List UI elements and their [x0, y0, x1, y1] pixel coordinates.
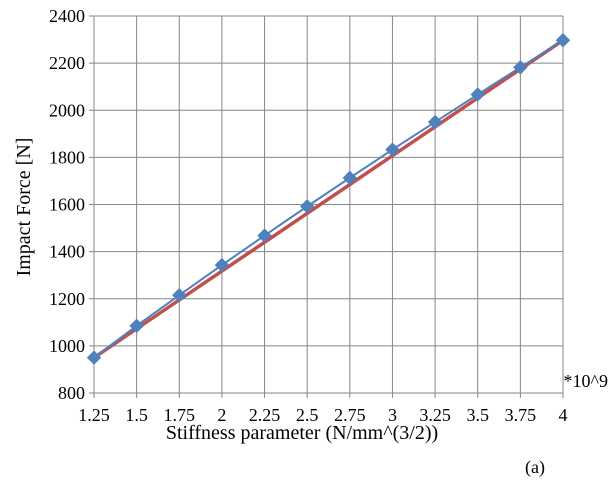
panel-label: (a): [525, 457, 545, 478]
data-point: [86, 350, 102, 365]
y-tick-label: 2200: [49, 53, 85, 73]
y-tick-label: 1000: [49, 336, 85, 356]
data-point: [385, 142, 400, 157]
x-tick-label: 2.5: [296, 405, 319, 425]
data-point: [513, 60, 528, 75]
data-point: [299, 199, 315, 214]
y-tick-label: 1400: [49, 242, 85, 262]
x-tick-label: 3: [388, 405, 397, 425]
y-tick-label: 1600: [49, 195, 85, 215]
data-point: [257, 228, 272, 243]
x-tick-label: 4: [559, 405, 568, 425]
x-multiplier-label: *10^9: [564, 371, 608, 391]
data-point: [214, 257, 230, 273]
x-tick-label: 1.25: [78, 405, 110, 425]
x-tick-label: 2.25: [249, 405, 281, 425]
y-tick-label: 800: [58, 383, 85, 403]
tick-labels: 800 1000 1200 1400 1600 1800 2000 2200 2400 1.25 1…: [49, 6, 568, 425]
grid: [93, 15, 564, 394]
y-tick-label: 2400: [49, 6, 85, 26]
y-tick-label: 1200: [49, 289, 85, 309]
series-markers: [86, 33, 571, 365]
y-tick-label: 2000: [49, 100, 85, 120]
y-axis-title: Impact Force [N]: [13, 138, 35, 277]
axes: [89, 15, 564, 398]
data-point: [129, 318, 144, 334]
x-tick-label: 3.5: [466, 405, 489, 425]
x-tick-label: 2.75: [334, 405, 366, 425]
series-lines: [93, 38, 564, 360]
data-point: [427, 114, 443, 130]
x-tick-label: 3.75: [505, 405, 537, 425]
x-tick-label: 3.25: [419, 405, 451, 425]
data-point: [470, 87, 485, 102]
data-point: [172, 288, 187, 303]
x-axis-title: Stiffness parameter (N/mm^(3/2)): [166, 422, 438, 444]
data-point: [342, 170, 358, 186]
x-tick-label: 1.75: [164, 405, 196, 425]
series-line: [93, 39, 564, 359]
x-tick-label: 2: [217, 405, 226, 425]
y-tick-label: 1800: [49, 147, 85, 167]
fit-line: [93, 38, 564, 360]
data-point: [555, 33, 571, 48]
x-tick-label: 1.5: [125, 405, 148, 425]
